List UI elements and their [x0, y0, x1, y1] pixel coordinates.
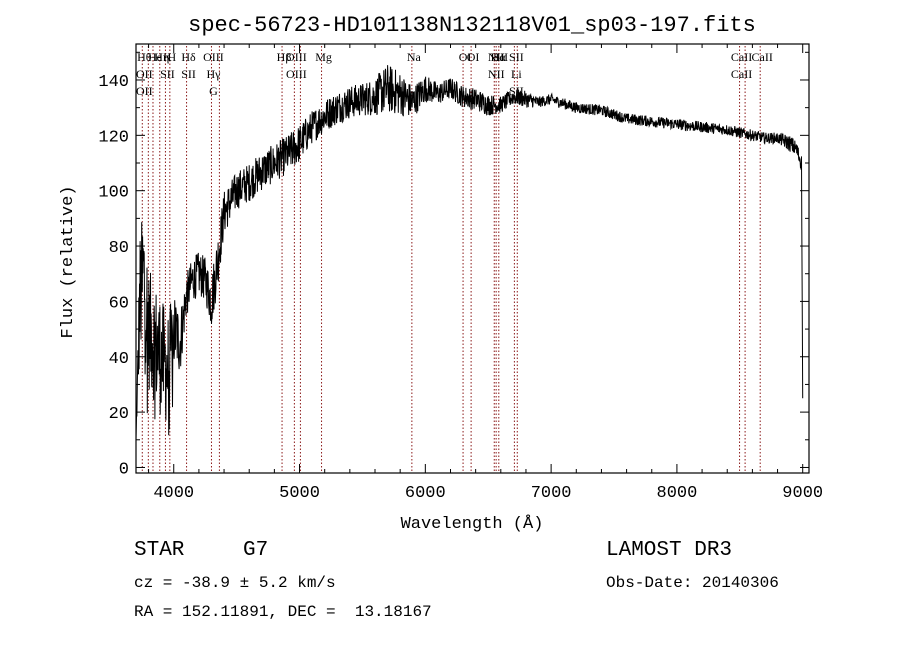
- line-label: Mg: [315, 50, 332, 64]
- emission-line-markers: [141, 46, 761, 473]
- line-label: Li: [511, 67, 522, 81]
- line-label: CaII: [752, 50, 773, 64]
- redshift-cz: cz = -38.9 ± 5.2 km/s: [134, 574, 336, 592]
- line-label: Hγ: [206, 67, 221, 81]
- line-label: SII: [181, 67, 196, 81]
- line-label: SII: [509, 50, 524, 64]
- object-subclass: G7: [243, 539, 269, 562]
- line-label: He: [148, 50, 162, 64]
- line-label: OIII: [203, 50, 224, 64]
- y-tick-label: 60: [109, 294, 129, 313]
- y-tick-label: 100: [98, 184, 129, 203]
- x-tick-label: 7000: [531, 484, 572, 503]
- x-tick-label: 9000: [782, 484, 823, 503]
- line-label: NII: [488, 50, 505, 64]
- line-label: Hη: [154, 50, 169, 64]
- observation-date: Obs-Date: 20140306: [606, 574, 779, 592]
- x-axis-ticks: 4000 5000 6000 7000 8000 9000: [148, 44, 823, 503]
- spectrum-series-line: [135, 65, 804, 440]
- line-label: OIII: [286, 67, 307, 81]
- y-tick-label: 40: [109, 350, 129, 369]
- x-tick-label: 6000: [405, 484, 446, 503]
- line-label: Hδ: [181, 50, 196, 64]
- line-label: H: [168, 50, 177, 64]
- line-label: NII: [488, 67, 505, 81]
- y-tick-label: 140: [98, 73, 129, 92]
- ra-dec-coords: RA = 152.11891, DEC = 13.18167: [134, 603, 432, 621]
- object-type: STAR: [134, 539, 185, 562]
- x-axis-label: Wavelength (Å): [401, 515, 544, 534]
- line-label: CaII: [731, 50, 752, 64]
- line-label: OI: [459, 50, 472, 64]
- x-tick-label: 8000: [657, 484, 698, 503]
- line-label: SII: [160, 67, 175, 81]
- plot-frame: [135, 43, 810, 474]
- y-tick-label: 80: [109, 239, 129, 258]
- x-tick-label: 5000: [279, 484, 320, 503]
- x-tick-label: 4000: [153, 484, 194, 503]
- line-label: OII: [136, 67, 153, 81]
- survey-name: LAMOST DR3: [606, 539, 733, 562]
- line-label: K: [163, 50, 172, 64]
- line-label: Hα: [491, 50, 507, 64]
- y-axis-ticks: 0 20 40 60 80 100 120 140: [98, 51, 809, 479]
- line-label: SII: [493, 50, 508, 64]
- line-label: OII: [136, 84, 153, 98]
- line-label: CaII: [731, 67, 752, 81]
- line-label: OIII: [286, 50, 307, 64]
- y-axis-label: Flux (relative): [59, 185, 78, 338]
- line-label: OI: [467, 50, 480, 64]
- y-tick-label: 120: [98, 128, 129, 147]
- line-label: Hβ: [277, 50, 292, 64]
- y-tick-label: 20: [109, 405, 129, 424]
- line-label: Hθ: [137, 50, 152, 64]
- line-label: G: [209, 84, 218, 98]
- y-tick-label: 0: [119, 460, 129, 479]
- chart-title: spec-56723-HD101138N132118V01_sp03-197.f…: [188, 13, 756, 38]
- line-label: Na: [407, 50, 422, 64]
